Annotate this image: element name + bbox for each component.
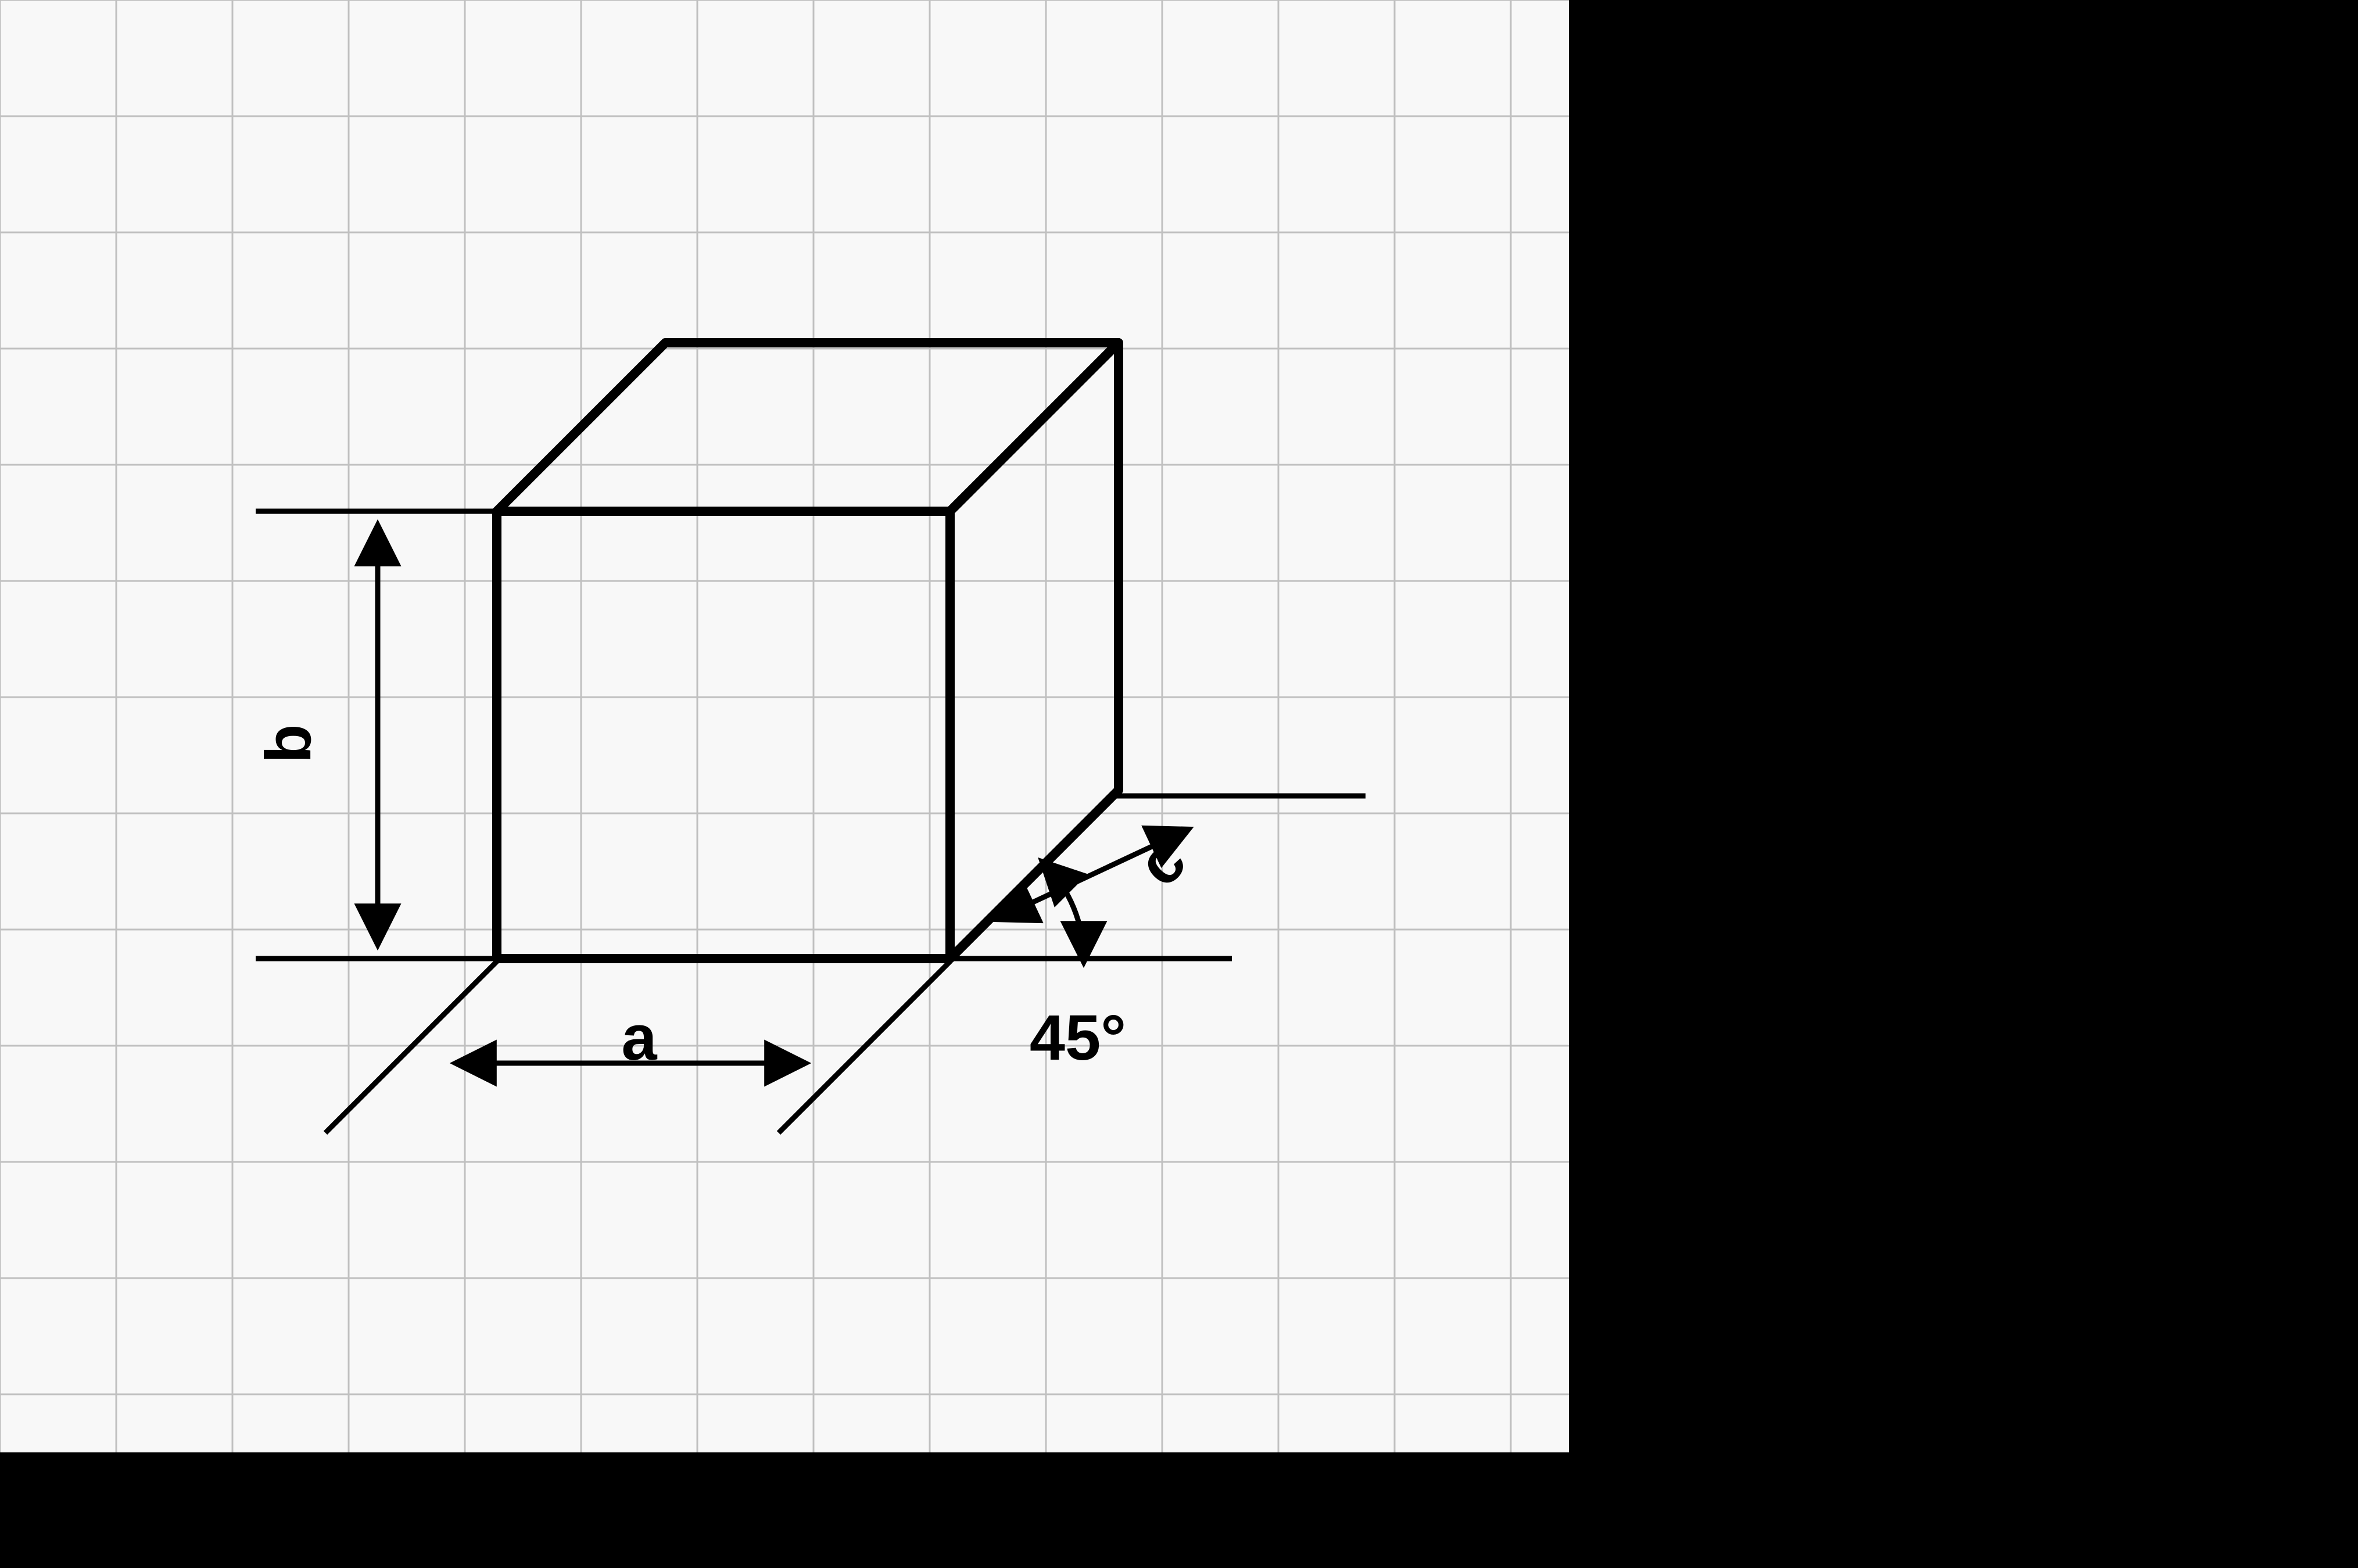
diagram-svg: abc45° <box>0 0 2358 1568</box>
extension-lines <box>256 511 1366 1133</box>
label-a: a <box>621 1002 657 1074</box>
label-b: b <box>253 724 324 763</box>
cube-drawing <box>497 343 1119 959</box>
grid <box>0 0 1569 1452</box>
angle-arc <box>1045 864 1084 959</box>
label-angle: 45° <box>1030 1002 1126 1074</box>
labels: abc45° <box>253 724 1199 1074</box>
